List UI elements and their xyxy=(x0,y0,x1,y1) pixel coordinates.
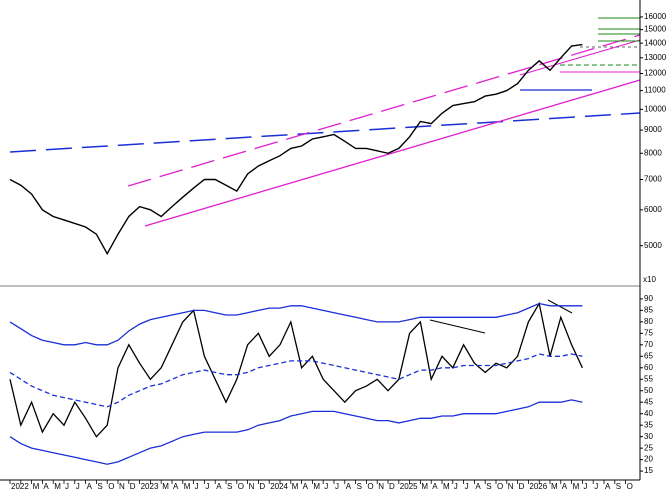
x-tick-label: A xyxy=(173,482,179,491)
x-tick-label: M xyxy=(573,482,580,491)
y-tick-label: 10000 xyxy=(644,104,666,113)
y-tick-label: 85 xyxy=(644,305,653,314)
x-tick-label: O xyxy=(627,482,633,491)
x-tick-label: J xyxy=(335,482,339,491)
x-tick-label: A xyxy=(303,482,309,491)
trendline xyxy=(9,112,641,153)
x-tick-label: A xyxy=(475,482,481,491)
y-tick-label: 14000 xyxy=(644,38,666,47)
x-tick-label: M xyxy=(292,482,299,491)
y-tick-label: 11000 xyxy=(644,86,666,95)
trendline xyxy=(519,39,641,76)
x-tick-label: M xyxy=(162,482,169,491)
x-tick-label: S xyxy=(357,482,362,491)
x-tick-label: J xyxy=(195,482,199,491)
x-tick-label: D xyxy=(389,482,395,491)
x-tick-label: A xyxy=(216,482,222,491)
x-tick-label: A xyxy=(605,482,611,491)
x-tick-label: A xyxy=(346,482,352,491)
x-tick-label: J xyxy=(465,482,469,491)
x-tick-label: A xyxy=(87,482,93,491)
y-tick-label: 16000 xyxy=(644,12,666,21)
y-tick-label: 30 xyxy=(644,432,653,441)
y-tick-label: 25 xyxy=(644,443,653,452)
annotations xyxy=(9,17,641,334)
y-tick-label: 65 xyxy=(644,351,653,360)
y-tick-label: 7000 xyxy=(644,175,662,184)
x-tick-label: D xyxy=(259,482,265,491)
x-tick-label: A xyxy=(432,482,438,491)
y-tick-label: 15 xyxy=(644,466,653,475)
x-tick-label: N xyxy=(119,482,125,491)
line xyxy=(9,302,583,346)
x-tick-label: O xyxy=(108,482,114,491)
x-tick-label: J xyxy=(583,482,587,491)
x-tick-label: O xyxy=(238,482,244,491)
x-tick-label: 2025 xyxy=(400,482,418,491)
divergence-line xyxy=(429,319,486,334)
y-tick-label: 20 xyxy=(644,455,653,464)
line xyxy=(9,301,583,438)
x-tick-label: J xyxy=(76,482,80,491)
x-tick-label: M xyxy=(421,482,428,491)
x-tick-label: J xyxy=(454,482,458,491)
y-tick-label: 80 xyxy=(644,317,653,326)
y-tick-label: 45 xyxy=(644,397,653,406)
x-tick-label: N xyxy=(508,482,514,491)
x-tick-label: M xyxy=(443,482,450,491)
y-tick-label: 5000 xyxy=(644,241,662,250)
x-tick-label: O xyxy=(497,482,503,491)
line xyxy=(9,43,583,256)
y-tick-label: 40 xyxy=(644,409,653,418)
x-tick-label: 2023 xyxy=(141,482,159,491)
x-tick-label: S xyxy=(97,482,102,491)
x-tick-label: 2024 xyxy=(270,482,288,491)
y-tick-label: 75 xyxy=(644,328,653,337)
x-tick-label: A xyxy=(43,482,49,491)
x-tick-label: M xyxy=(313,482,320,491)
y-tick-label: 70 xyxy=(644,340,653,349)
y-tick-label: 13000 xyxy=(644,53,666,62)
x-tick-label: D xyxy=(130,482,136,491)
x-tick-label: O xyxy=(367,482,373,491)
x-tick-label: J xyxy=(65,482,69,491)
y-tick-label: 12000 xyxy=(644,69,666,78)
x-tick-label: S xyxy=(616,482,621,491)
trendline xyxy=(144,79,641,227)
y-tick-label: 35 xyxy=(644,420,653,429)
x-tick-label: M xyxy=(551,482,558,491)
x-tick-label: M xyxy=(33,482,40,491)
y-tick-label: 90 xyxy=(644,294,653,303)
y-multiplier: x10 xyxy=(643,275,656,284)
x-tick-label: 2026 xyxy=(529,482,547,491)
x-tick-label: J xyxy=(594,482,598,491)
y-tick-label: 6000 xyxy=(644,205,662,214)
y-tick-label: 15000 xyxy=(644,25,666,34)
y-tick-label: 55 xyxy=(644,374,653,383)
x-tick-label: N xyxy=(249,482,255,491)
x-tick-label: N xyxy=(378,482,384,491)
x-tick-label: D xyxy=(519,482,525,491)
line xyxy=(9,353,583,408)
line xyxy=(9,399,583,465)
y-tick-label: 60 xyxy=(644,363,653,372)
divergence-line xyxy=(547,299,573,314)
y-tick-label: 8000 xyxy=(644,148,662,157)
x-tick-label: M xyxy=(54,482,61,491)
x-tick-label: J xyxy=(205,482,209,491)
x-tick-label: 2022 xyxy=(11,482,29,491)
x-tick-label: J xyxy=(324,482,328,491)
x-tick-label: S xyxy=(227,482,232,491)
x-tick-label: A xyxy=(562,482,568,491)
y-tick-label: 50 xyxy=(644,386,653,395)
trendline xyxy=(127,34,641,187)
x-tick-label: S xyxy=(486,482,491,491)
y-tick-label: 9000 xyxy=(644,125,662,134)
x-tick-label: M xyxy=(184,482,191,491)
